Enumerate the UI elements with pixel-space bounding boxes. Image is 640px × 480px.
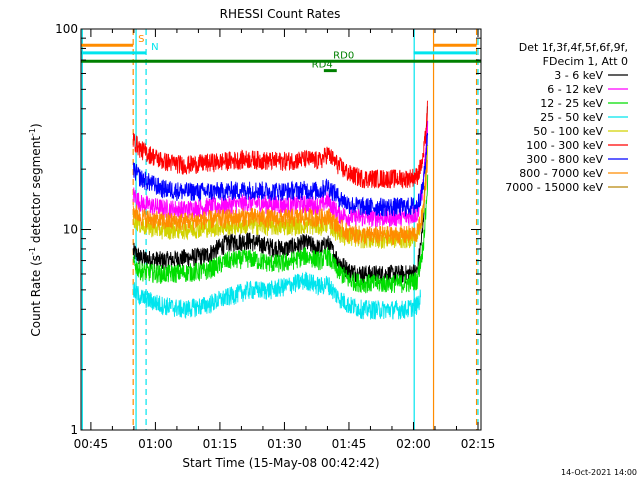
series-line-7 [132, 159, 428, 246]
x-tick-label-0: 00:45 [74, 437, 109, 451]
legend-label-7: 800 - 7000 keV [519, 167, 603, 180]
x-tick-label-2: 01:15 [203, 437, 238, 451]
legend-label-3: 25 - 50 keV [540, 111, 603, 124]
x-tick-label-6: 02:15 [461, 437, 496, 451]
y-axis-label-part3: ) [29, 123, 43, 128]
series-line-0 [132, 105, 429, 284]
marker-label-s: S [138, 34, 144, 45]
x-axis-label: Start Time (15-May-08 00:42:42) [182, 456, 379, 470]
series-line-4 [132, 145, 429, 249]
legend-label-5: 100 - 300 keV [526, 139, 603, 152]
series-line-6 [133, 133, 429, 217]
series-line-3 [132, 271, 421, 320]
legend-header-0: Det 1f,3f,4f,5f,6f,9f, [519, 41, 628, 54]
y-tick-label-1: 10 [63, 223, 78, 237]
x-tick-label-5: 02:00 [396, 437, 431, 451]
y-tick-label-0: 1 [70, 423, 78, 437]
legend-label-4: 50 - 100 keV [533, 125, 603, 138]
y-axis-label-sup1: -1 [28, 247, 37, 255]
legend-label-8: 7000 - 15000 keV [505, 181, 603, 194]
y-axis-label-part2: detector segment [29, 136, 43, 247]
marker-label-n: N [151, 42, 158, 53]
series-line-1 [132, 120, 429, 229]
marker-label-rd4: RD4 [312, 60, 333, 71]
series-line-5 [132, 100, 429, 189]
legend-label-1: 6 - 12 keV [547, 83, 603, 96]
chart-title: RHESSI Count Rates [220, 7, 341, 21]
marker-label-rd0: RD0 [333, 50, 354, 61]
timestamp: 14-Oct-2021 14:00 [561, 468, 637, 477]
legend-label-0: 3 - 6 keV [554, 69, 603, 82]
x-tick-label-3: 01:30 [267, 437, 302, 451]
series-line-2 [132, 174, 429, 294]
x-tick-label-1: 01:00 [138, 437, 173, 451]
legend-label-6: 300 - 800 keV [526, 153, 603, 166]
legend-label-2: 12 - 25 keV [540, 97, 603, 110]
y-axis-label-sup2: -1 [28, 128, 37, 136]
y-axis-label-part1: Count Rate (s [29, 255, 43, 337]
y-tick-label-2: 100 [55, 22, 78, 36]
x-tick-label-4: 01:45 [332, 437, 367, 451]
legend-header-1: FDecim 1, Att 0 [543, 55, 628, 68]
y-axis-label: Count Rate (s-1 detector segment-1) [28, 123, 43, 336]
axes: 00:45 01:00 01:15 01:30 01:45 02:00 02:15 1 10 10… [55, 22, 495, 451]
legend: Det 1f,3f,4f,5f,6f,9f,FDecim 1, Att 03 -… [505, 41, 628, 194]
